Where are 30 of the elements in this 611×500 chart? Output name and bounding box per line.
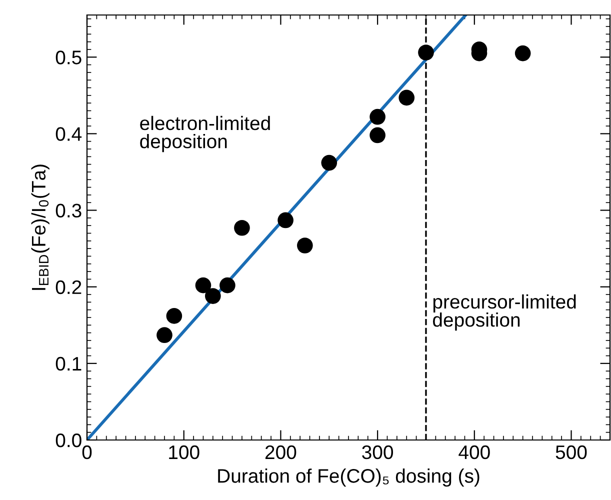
- point: [370, 127, 386, 144]
- annotation: electron-limited deposition: [140, 116, 270, 152]
- point: [278, 212, 294, 228]
- x-tick-label: 100: [169, 445, 200, 460]
- point: [370, 108, 386, 125]
- point: [514, 45, 531, 62]
- x-axis-title: Duration of Fe(CO)₅ dosing (s): [218, 468, 480, 487]
- point: [418, 44, 434, 60]
- point: [195, 277, 212, 294]
- y-axis-title: I$_{EBID}$(Fe)/I$_{0}$(Ta): [31, 164, 50, 290]
- y-tick-label: 0.3: [56, 204, 82, 218]
- point: [321, 154, 338, 171]
- y-tick-label: 0.4: [56, 127, 82, 141]
- annotation: precursor-limited deposition: [432, 294, 576, 331]
- point: [156, 327, 172, 344]
- y-tick-label: 0.2: [56, 280, 82, 294]
- point: [166, 308, 182, 324]
- x-tick-label: 300: [362, 445, 394, 460]
- point: [220, 277, 236, 294]
- y-tick-label: 0.0: [56, 433, 82, 448]
- x-tick-label: 400: [458, 445, 490, 460]
- x-tick-label: 200: [265, 445, 296, 460]
- y-tick-label: 0.1: [56, 356, 82, 371]
- point: [398, 90, 415, 106]
- point: [297, 238, 313, 254]
- point: [234, 220, 250, 236]
- x-tick-label: 0: [82, 445, 92, 460]
- y-tick-label: 0.5: [56, 50, 82, 64]
- x-tick-label: 500: [556, 445, 587, 460]
- point: [204, 288, 221, 304]
